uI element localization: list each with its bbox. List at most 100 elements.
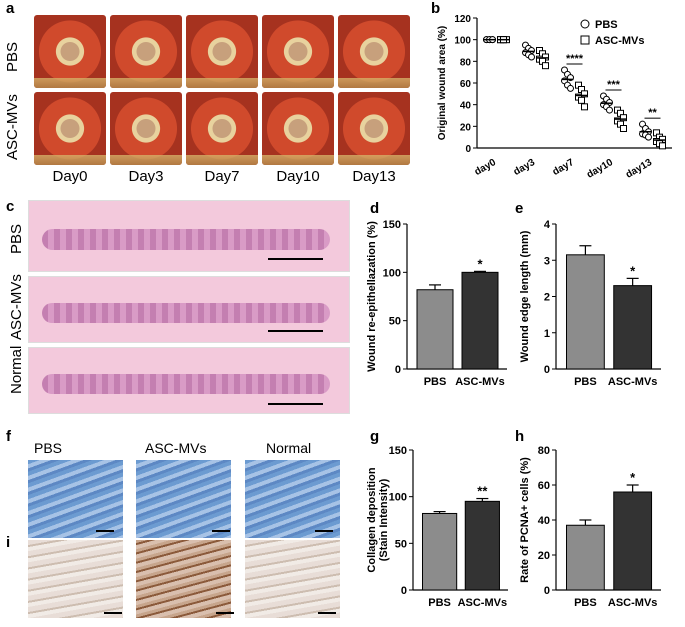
data-point-ascmvs [620,125,627,132]
scale-bar [318,612,336,614]
bar [566,524,605,591]
significance-label: * [630,470,636,485]
panel-f-label-pbs: PBS [34,440,63,456]
x-tick-label: day0 [473,157,499,178]
day-label: Day13 [352,168,396,185]
pcna-stain-image [245,540,340,618]
significance-label: **** [566,53,584,65]
wound-photo [338,15,410,88]
significance-label: ** [648,107,657,119]
chart-collagen-deposition: 0 50 100 150 PBS ** ASC-MVs Collagen deposition… [366,445,508,609]
masson-stain-image [245,460,340,538]
chart-wound-edge-length: 0 1 2 3 4 PBS * ASC-MVs Wound edge length (mm) [519,219,661,388]
y-tick-label: 100 [389,492,407,504]
x-tick-label: day13 [624,157,654,180]
wound-photo [186,15,258,88]
y-tick-label: 20 [460,122,472,133]
panel-letter-i: i [6,534,11,551]
x-tick-label: day7 [551,157,577,178]
panel-c-row-label-normal: Normal [8,345,25,394]
y-axis-label: Rate of PCNA+ cells (%) [519,457,531,583]
panel-c-row-label-ascmvs: ASC-MVs [8,274,25,340]
y-tick-label: 0 [395,364,401,376]
bar [613,285,653,370]
y-tick-label: 0 [544,364,550,376]
masson-stain-image [136,460,231,538]
bar [566,254,605,370]
y-tick-label: 20 [538,550,550,562]
scale-bar [268,258,323,260]
panel-letter-g: g [370,428,380,445]
legend-marker-ascmvs [580,35,590,45]
histology-image [28,347,350,414]
wound-photo [34,92,106,165]
x-tick-label: PBS [428,597,451,609]
pcna-stain-image [28,540,123,618]
scale-bar [96,530,114,532]
data-point-ascmvs [578,96,585,104]
y-tick-label: 0 [401,585,407,597]
y-axis-label: Wound re-epithellazation (%) [366,221,378,372]
y-tick-label: 0 [465,144,471,155]
y-tick-label: 150 [383,219,401,231]
day-label: Day10 [276,168,320,185]
bar [416,289,454,370]
y-tick-label: 120 [454,14,471,25]
masson-stain-image [28,460,123,538]
y-tick-label: 2 [544,292,550,304]
y-tick-label: 80 [538,445,550,457]
histology-image [28,200,350,272]
bar [464,500,500,591]
legend-label: PBS [595,19,618,31]
y-tick-label: 50 [389,316,401,328]
data-point-ascmvs [659,142,666,150]
data-point-pbs [567,84,574,92]
pcna-stain-image [136,540,231,618]
day-label: Day7 [204,168,240,185]
y-tick-label: 3 [544,255,550,267]
wound-photo [262,92,334,165]
day-label: Day3 [128,168,164,185]
x-tick-label: PBS [424,376,447,388]
wound-photo [110,15,182,88]
y-axis-label: Collagen deposition [366,467,378,572]
scale-bar [104,612,122,614]
panel-letter-d: d [370,200,380,217]
y-tick-label: 4 [544,219,551,231]
y-tick-label: 0 [544,585,550,597]
day-label: Day0 [52,168,88,185]
wound-photo [186,92,258,165]
y-tick-label: 60 [538,480,550,492]
panel-letter-b: b [431,0,441,17]
legend-label: ASC-MVs [595,35,645,47]
panel-letter-e: e [515,200,524,217]
y-tick-label: 80 [460,57,472,68]
legend-marker-pbs [580,19,590,29]
data-point-ascmvs [581,103,588,111]
significance-label: * [630,263,636,278]
y-tick-label: 40 [460,101,472,112]
y-tick-label: 1 [544,328,550,340]
wound-photo [338,92,410,165]
bar [461,271,499,370]
x-tick-label: day10 [585,157,615,180]
panel-a-row-label-pbs: PBS [4,41,21,72]
significance-label: * [477,256,483,271]
bar [613,491,653,591]
significance-label: ** [477,484,488,499]
y-tick-label: 150 [389,445,407,457]
panel-letter-c: c [6,198,15,215]
y-tick-label: 50 [395,538,407,550]
data-point-pbs [645,133,652,141]
scale-bar [216,612,234,614]
x-tick-label: day3 [512,157,538,178]
x-tick-label: ASC-MVs [455,376,505,388]
panel-f-label-normal: Normal [266,440,312,456]
y-tick-label: 60 [460,79,472,90]
wound-photo [110,92,182,165]
x-tick-label: ASC-MVs [608,376,658,388]
chart-wound-area: 0 20 40 60 80 100 120 Original wound area (%) da… [437,14,672,180]
scale-bar [268,403,323,405]
panel-letter-a: a [6,0,15,17]
wound-photo [262,15,334,88]
